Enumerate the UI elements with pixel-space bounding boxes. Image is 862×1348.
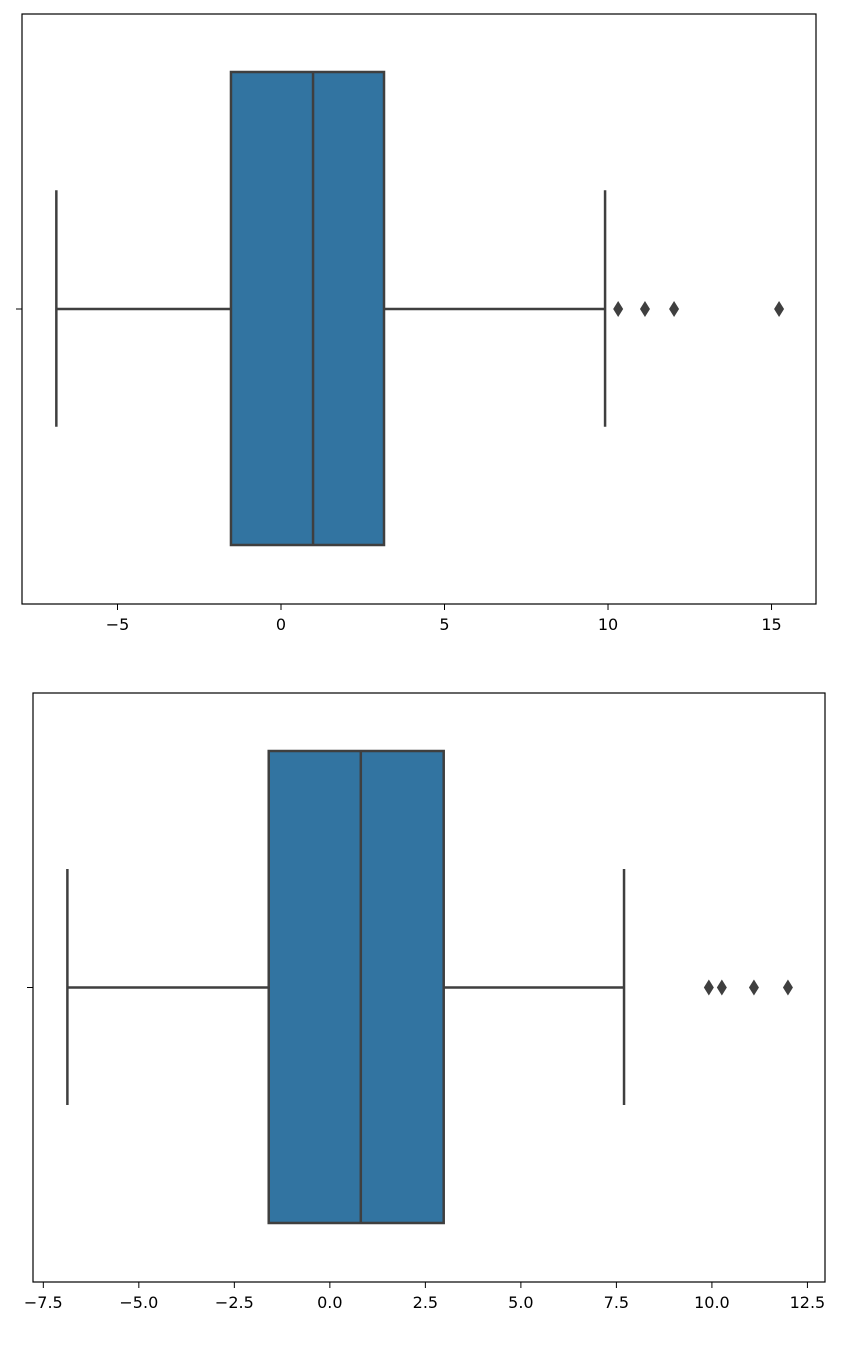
x-tick-label: −7.5 [24, 1293, 63, 1312]
x-tick-label: −5 [106, 615, 130, 634]
x-tick-label: 10 [598, 615, 618, 634]
x-tick-label: −2.5 [215, 1293, 254, 1312]
x-tick-label: 5 [439, 615, 449, 634]
outlier-point [703, 979, 714, 996]
outlier-point [613, 301, 624, 317]
x-tick-label: 15 [761, 615, 781, 634]
x-tick-label: 12.5 [790, 1293, 826, 1312]
x-tick-label: −5.0 [119, 1293, 158, 1312]
iqr-box [229, 70, 386, 547]
outlier-point [716, 979, 727, 996]
x-tick-label: 5.0 [508, 1293, 533, 1312]
boxplot-panel-2: −7.5 −5.0 −2.5 0.0 2.5 5.0 7.5 10.0 12.5 [24, 692, 826, 1312]
outlier-point [748, 979, 759, 996]
x-tick-label: 2.5 [413, 1293, 438, 1312]
outlier-point [774, 301, 785, 317]
x-tick-label: 0 [276, 615, 286, 634]
outlier-point [669, 301, 680, 317]
x-tick-label: 10.0 [694, 1293, 730, 1312]
x-tick-label: 0.0 [317, 1293, 342, 1312]
iqr-box [267, 749, 445, 1225]
outlier-point [782, 979, 793, 996]
x-tick-label: 7.5 [604, 1293, 629, 1312]
boxplot-panel-1: −5 0 5 10 15 [16, 13, 817, 634]
outlier-point [639, 301, 650, 317]
